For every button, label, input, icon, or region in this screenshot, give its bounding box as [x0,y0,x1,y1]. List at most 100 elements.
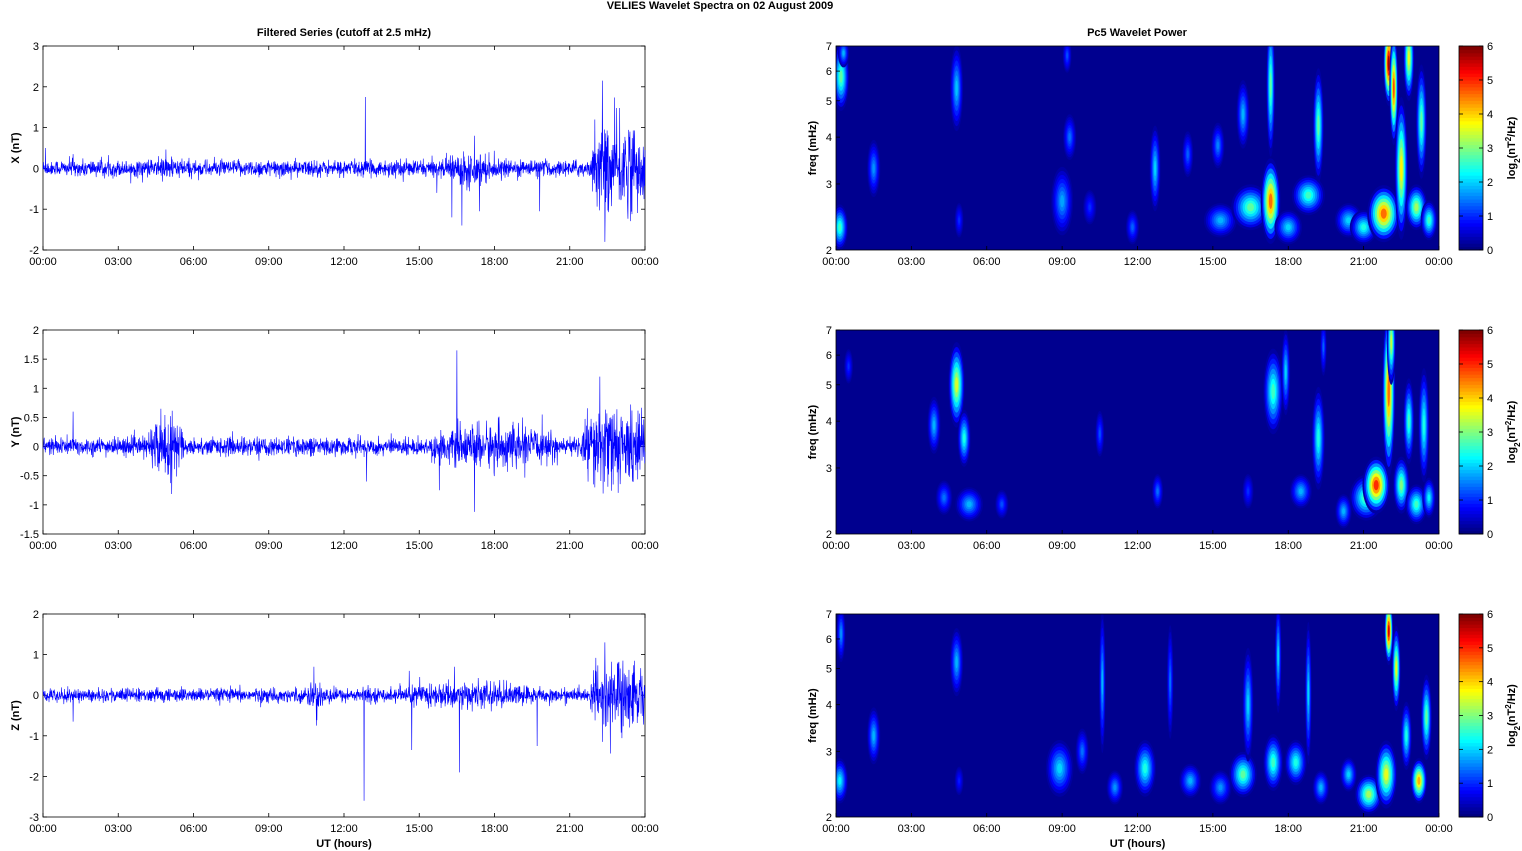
colorbar-cell [1459,493,1483,498]
colorbar-cell [1459,239,1483,244]
x-tick-label: 21:00 [556,256,584,268]
power-blob [1366,790,1372,798]
x-tick-label: 09:00 [1048,823,1076,835]
colorbar-label-part: /Hz) [1506,400,1518,421]
power-blob [1000,501,1004,507]
colorbar-cell [1459,233,1483,237]
colorbar-cell [1459,630,1483,635]
power-blob [1387,376,1390,407]
power-blob [872,163,875,174]
colorbar-cell [1459,620,1483,625]
colorbar-cell [1459,806,1483,811]
x-tick-label: 03:00 [898,256,926,268]
wavelet-panel-x: 2 3 4 5 6 7 00:00 03:00 06:00 09:00 12:00 15:00 18:0… [807,41,1522,268]
colorbar-cell [1459,56,1483,61]
colorbar-cell [1459,209,1483,214]
panels-group: -2 -1 0 1 2 3 00:00 03:00 06:00 09:00 12:00 15:00 18… [10,41,1522,850]
colorbar-cell [1459,685,1483,689]
colorbar-cell [1459,394,1483,399]
power-blob [1373,479,1379,491]
y-tick-label: 7 [826,41,832,53]
data-trace-z [42,642,646,801]
wavelet-panel-z: 2 3 4 5 6 7 00:00 03:00 06:00 09:00 12:00 15:00 18:0… [807,609,1522,850]
y-tick-label: 3 [826,463,832,475]
x-tick-label: 03:00 [104,823,132,835]
colorbar-cell [1459,428,1483,433]
colorbar-cell [1459,246,1483,251]
x-tick-label: 00:00 [1425,540,1453,552]
colorbar-cell [1459,387,1483,392]
colorbar-cell [1459,527,1483,532]
colorbar-cell [1459,330,1483,334]
y-tick-label: 7 [826,609,832,621]
y-tick-label: 0 [33,690,39,702]
colorbar-cell [1459,131,1483,135]
colorbar-cell [1459,216,1483,220]
data-trace-y [42,350,646,512]
colorbar-cell [1459,415,1483,419]
colorbar-cell [1459,205,1483,210]
colorbar-cell [1459,188,1483,193]
colorbar-cell [1459,340,1483,345]
power-blob [1317,115,1320,136]
x-tick-label: 21:00 [556,823,584,835]
colorbar-label: log2(nT2/Hz) [1504,116,1522,179]
power-blob [1268,193,1273,209]
colorbar-cell [1459,627,1483,632]
power-blob [1319,784,1323,791]
x-axis-label: UT (hours) [316,838,372,850]
x-tick-label: 00:00 [822,823,850,835]
colorbar-cell [1459,154,1483,159]
power-blob [1186,150,1189,159]
power-blob [1361,224,1367,231]
power-blob [1216,141,1220,150]
power-blob [838,776,842,785]
colorbar-cell [1459,202,1483,207]
colorbar-cell [1459,398,1483,402]
power-blob [1384,768,1389,781]
colorbar-cell [1459,762,1483,767]
power-blob [1271,383,1275,400]
colorbar-label: log2(nT2/Hz) [1504,400,1522,463]
timeseries-panel-x: -2 -1 0 1 2 3 00:00 03:00 06:00 09:00 12:00 15:00 18… [10,41,659,268]
x-tick-label: 18:00 [481,823,509,835]
x-tick-label: 00:00 [631,540,659,552]
power-blob [1217,217,1224,224]
power-blob [958,778,960,784]
colorbar-cell [1459,408,1483,413]
colorbar-cell [1459,107,1483,112]
x-tick-label: 15:00 [1199,823,1227,835]
colorbar-cell [1459,678,1483,683]
colorbar-cell [1459,749,1483,754]
x-tick-label: 21:00 [556,540,584,552]
y-tick-label: 0 [33,163,39,175]
colorbar-cell [1459,367,1483,372]
colorbar-cell [1459,449,1483,453]
left-column-title: Filtered Series (cutoff at 2.5 mHz) [257,27,432,39]
power-blob [962,433,966,444]
power-blob [1427,216,1431,224]
colorbar-cell [1459,617,1483,622]
y-axis-label: freq (mHz) [807,404,819,459]
colorbar-cell [1459,732,1483,737]
colorbar-cell [1459,229,1483,234]
colorbar-cell [1459,350,1483,355]
heatmap-blobs [836,614,1432,815]
colorbar-cell [1459,100,1483,105]
colorbar-cell [1459,66,1483,71]
colorbar-cell [1459,634,1483,639]
colorbar-cell [1459,506,1483,511]
y-tick-label: 2 [826,529,832,541]
colorbar-cell [1459,624,1483,629]
x-tick-label: 21:00 [1350,540,1378,552]
colorbar-cell [1459,401,1483,406]
power-blob [1417,776,1421,785]
colorbar-cell [1459,343,1483,348]
power-blob [1131,224,1134,231]
x-tick-label: 09:00 [255,823,283,835]
y-tick-label: -2 [29,771,39,783]
power-blob [872,730,875,741]
y-tick-label: -2 [29,245,39,257]
power-blob [1305,191,1312,199]
colorbar-label-part: (nT [1506,141,1518,158]
